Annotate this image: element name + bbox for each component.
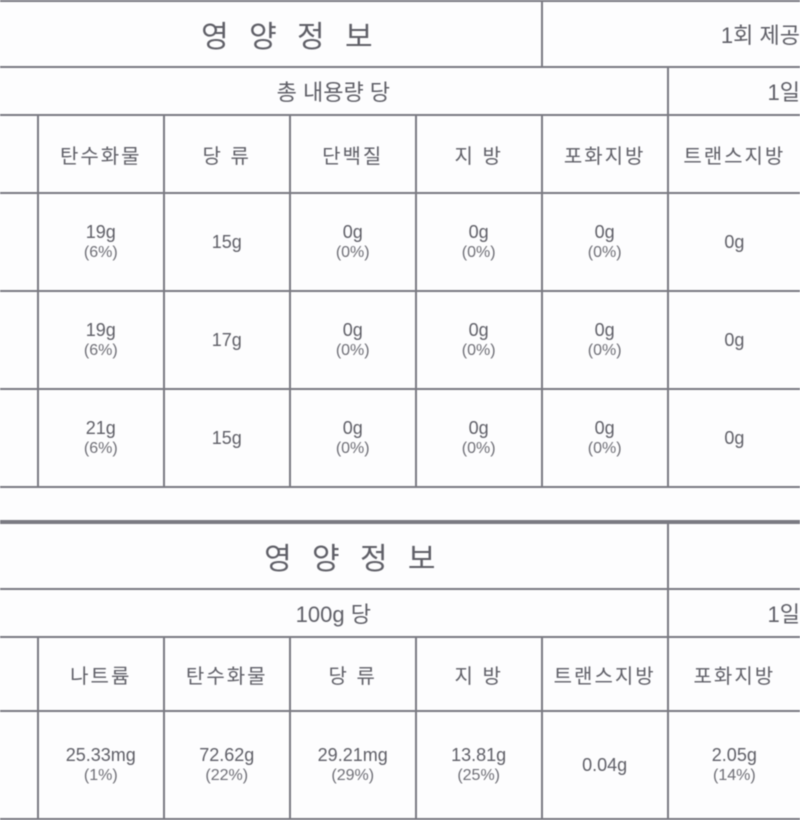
cell: 29.21mg(29%) <box>290 711 416 819</box>
col-header: 포화지방 <box>542 115 668 193</box>
table-row: 21g(6%) 15g 0g(0%) 0g(0%) 0g(0%) 0g <box>0 389 800 487</box>
nutrition-table-1: 영 양 정 보 1회 제공 총 내용량 당 1일 탄수화물 당 류 단백질 지 … <box>0 0 800 522</box>
col-header: 트랜스지방 <box>668 115 800 193</box>
table1-subheader: 총 내용량 당 <box>0 67 668 115</box>
col-header: 당 류 <box>290 637 416 711</box>
cell: 0g(0%) <box>542 193 668 291</box>
cell: 0g <box>668 389 800 487</box>
row-stub <box>0 711 38 819</box>
cell: 0g <box>668 291 800 389</box>
table1-title: 영 양 정 보 <box>0 1 542 67</box>
row-stub <box>0 389 38 487</box>
col-header: 탄수화물 <box>164 637 290 711</box>
table2-serving-label <box>668 523 800 589</box>
col-header: 나트륨 <box>38 637 164 711</box>
col-header: 단백질 <box>290 115 416 193</box>
col-header: 포화지방 <box>668 637 800 711</box>
row-stub <box>0 193 38 291</box>
cell: 0g(0%) <box>290 291 416 389</box>
cell: 21g(6%) <box>38 389 164 487</box>
table1-stub <box>0 115 38 193</box>
cell: 25.33mg(1%) <box>38 711 164 819</box>
cell: 15g <box>164 389 290 487</box>
table2-title: 영 양 정 보 <box>0 523 668 589</box>
table2-subheader: 100g 당 <box>0 589 668 637</box>
cell: 15g <box>164 193 290 291</box>
cell: 0g(0%) <box>416 389 542 487</box>
cell: 0g(0%) <box>290 389 416 487</box>
table-row: 19g(6%) 15g 0g(0%) 0g(0%) 0g(0%) 0g <box>0 193 800 291</box>
cell: 0g(0%) <box>542 291 668 389</box>
cell: 19g(6%) <box>38 193 164 291</box>
col-header: 트랜스지방 <box>542 637 668 711</box>
cell: 17g <box>164 291 290 389</box>
col-header: 지 방 <box>416 115 542 193</box>
col-header: 지 방 <box>416 637 542 711</box>
table2-stub <box>0 637 38 711</box>
col-header: 당 류 <box>164 115 290 193</box>
cell: 19g(6%) <box>38 291 164 389</box>
table1-header-row: 탄수화물 당 류 단백질 지 방 포화지방 트랜스지방 <box>0 115 800 193</box>
cell: 72.62g(22%) <box>164 711 290 819</box>
table-row: 19g(6%) 17g 0g(0%) 0g(0%) 0g(0%) 0g <box>0 291 800 389</box>
row-stub <box>0 291 38 389</box>
table1-serving-label: 1회 제공 <box>542 1 800 67</box>
cell: 0g(0%) <box>542 389 668 487</box>
cell: 0g(0%) <box>416 193 542 291</box>
nutrition-table-2: 영 양 정 보 100g 당 1일 나트륨 탄수화물 당 류 지 방 트랜스지방… <box>0 522 800 820</box>
cell: 2.05g(14%) <box>668 711 800 819</box>
cell: 0g(0%) <box>290 193 416 291</box>
col-header: 탄수화물 <box>38 115 164 193</box>
table1-subheader-right: 1일 <box>668 67 800 115</box>
cell: 13.81g(25%) <box>416 711 542 819</box>
table2-subheader-right: 1일 <box>668 589 800 637</box>
cell: 0g(0%) <box>416 291 542 389</box>
cell: 0g <box>668 193 800 291</box>
table-row: 25.33mg(1%) 72.62g(22%) 29.21mg(29%) 13.… <box>0 711 800 819</box>
table-gap <box>0 487 800 521</box>
table2-header-row: 나트륨 탄수화물 당 류 지 방 트랜스지방 포화지방 <box>0 637 800 711</box>
cell: 0.04g <box>542 711 668 819</box>
